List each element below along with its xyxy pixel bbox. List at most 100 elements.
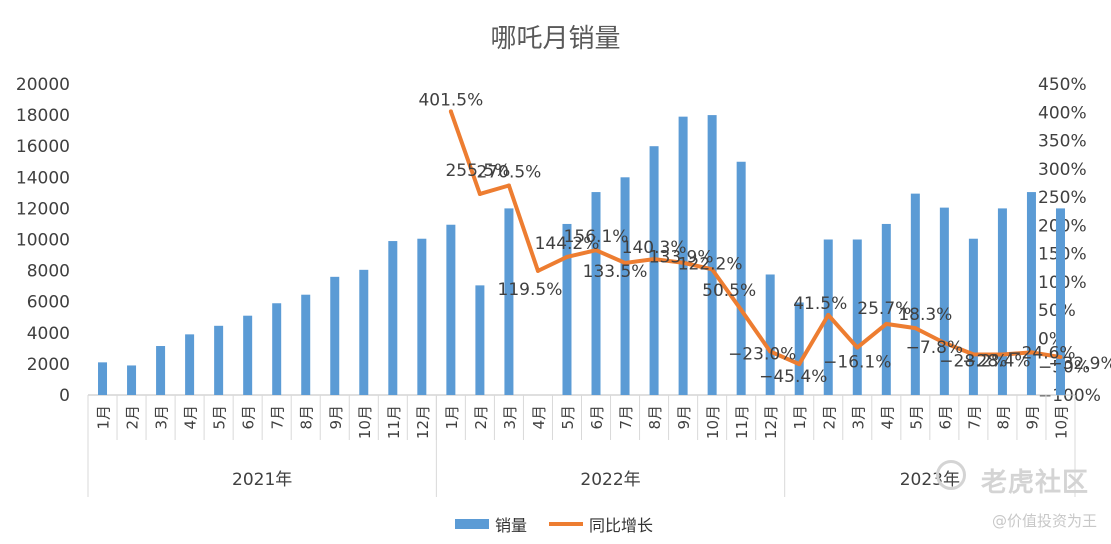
yoy-data-label: 401.5% <box>418 90 483 110</box>
month-label: 10月 <box>704 405 722 439</box>
month-label: 6月 <box>588 405 606 430</box>
sales-bar <box>968 238 978 395</box>
left-axis-tick: 20000 <box>16 75 70 95</box>
yoy-data-label: −45.4% <box>759 367 827 387</box>
yoy-point <box>942 340 947 345</box>
sales-bar <box>388 241 398 395</box>
legend-item-sales: 销量 <box>455 512 527 536</box>
sales-bar <box>707 115 717 395</box>
right-axis-tick: 350% <box>1038 132 1087 152</box>
sales-bar <box>736 161 746 395</box>
yoy-point <box>768 349 773 354</box>
sales-bar <box>591 192 601 395</box>
right-axis-tick: 400% <box>1038 103 1087 123</box>
legend: 销量 同比增长 <box>455 512 653 536</box>
yoy-data-label: 255.5% <box>445 161 510 181</box>
month-label: 2月 <box>472 405 490 430</box>
left-axis-tick: 0 <box>59 386 70 406</box>
month-label: 3月 <box>501 405 519 430</box>
yoy-data-label: 140.3% <box>622 238 687 258</box>
month-label: 12月 <box>762 405 780 439</box>
yoy-point <box>710 267 715 272</box>
yoy-point <box>1000 352 1005 357</box>
sales-bar <box>214 325 224 395</box>
month-label: 8月 <box>646 405 664 430</box>
sales-bar <box>446 224 456 395</box>
sales-bar <box>794 302 804 395</box>
sales-bar <box>765 274 775 395</box>
sales-bar <box>417 238 427 395</box>
month-label: 2月 <box>124 405 142 430</box>
yoy-point <box>506 183 511 188</box>
month-label: 5月 <box>907 405 925 430</box>
month-label: 7月 <box>965 405 983 430</box>
yoy-point <box>564 254 569 259</box>
yoy-data-label: 133.5% <box>583 262 648 282</box>
yoy-data-label: 41.5% <box>793 294 847 314</box>
sales-bar <box>910 193 920 395</box>
sales-bar <box>562 223 572 395</box>
legend-item-yoy: 同比增长 <box>549 512 653 536</box>
sales-bar <box>98 362 108 395</box>
yoy-data-label: 156.1% <box>564 227 629 247</box>
month-label: 8月 <box>994 405 1012 430</box>
month-label: 9月 <box>1023 405 1041 430</box>
sales-bar <box>272 303 282 395</box>
yoy-point <box>623 260 628 265</box>
legend-label-sales: 销量 <box>495 516 528 535</box>
yoy-point <box>594 248 599 253</box>
yoy-data-label: −24.6% <box>1007 343 1075 363</box>
yoy-point <box>652 257 657 262</box>
sales-bar <box>504 208 514 395</box>
yoy-line <box>448 110 1061 367</box>
yoy-data-label: −16.1% <box>823 353 891 373</box>
month-label: 5月 <box>211 405 229 430</box>
month-label: 7月 <box>269 405 287 430</box>
sales-bar <box>881 223 891 395</box>
left-axis-tick: 16000 <box>16 137 70 157</box>
sales-bar <box>301 294 311 395</box>
month-label: 8月 <box>298 405 316 430</box>
watermark-tiger-icon <box>936 460 966 490</box>
yoy-data-label: 133.9% <box>649 248 714 268</box>
month-label: 7月 <box>617 405 635 430</box>
sales-bar <box>243 315 253 395</box>
sales-bar <box>939 207 949 395</box>
yoy-point <box>826 312 831 317</box>
yoy-point <box>797 362 802 367</box>
year-label: 2022年 <box>580 470 640 490</box>
yoy-point <box>855 345 860 350</box>
sales-bar <box>330 276 340 395</box>
sales-bar <box>997 208 1007 395</box>
yoy-data-label: 122.2% <box>678 254 743 274</box>
legend-label-yoy: 同比增长 <box>589 516 654 535</box>
sales-bar <box>678 116 688 395</box>
sales-bar <box>649 146 659 395</box>
legend-swatch-bar <box>455 519 489 529</box>
yoy-point <box>1029 350 1034 355</box>
sales-bar <box>359 269 369 395</box>
month-label: 12月 <box>414 405 432 439</box>
month-label: 2月 <box>820 405 838 430</box>
yoy-point <box>477 191 482 196</box>
left-axis-tick: 8000 <box>27 262 70 282</box>
yoy-data-label: 25.7% <box>857 299 911 319</box>
yoy-data-label: 50.5% <box>702 281 756 301</box>
right-axis-tick: 300% <box>1038 160 1087 180</box>
left-axis-tick: 2000 <box>27 355 70 375</box>
month-label: 10月 <box>356 405 374 439</box>
right-axis-tick: −100% <box>1038 386 1101 406</box>
month-label: 3月 <box>849 405 867 430</box>
month-label: 6月 <box>936 405 954 430</box>
yoy-data-label: −28.4% <box>962 352 1030 372</box>
yoy-data-label: −7.8% <box>906 338 963 358</box>
month-label: 1月 <box>443 405 461 430</box>
sales-bar <box>1026 192 1036 395</box>
month-label: 11月 <box>385 405 403 439</box>
right-axis-tick: 450% <box>1038 75 1087 95</box>
yoy-data-label: 144.2% <box>535 234 600 254</box>
yoy-point <box>1058 355 1063 360</box>
watermark-brand: 老虎社区 <box>980 468 1089 498</box>
month-label: 5月 <box>559 405 577 430</box>
